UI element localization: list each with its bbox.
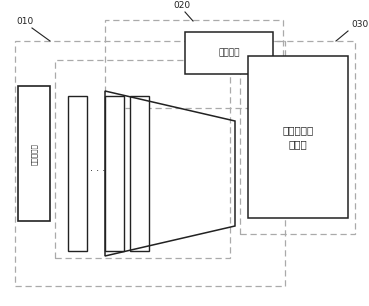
- Bar: [18, 86, 50, 221]
- Text: · · ·: · · ·: [90, 166, 106, 176]
- Text: 层叠器装置: 层叠器装置: [31, 143, 37, 165]
- Text: 010: 010: [16, 17, 34, 26]
- Bar: [15, 41, 285, 286]
- Bar: [105, 96, 124, 251]
- Text: 连接装置: 连接装置: [218, 48, 240, 58]
- Bar: [55, 60, 230, 258]
- Text: 020: 020: [173, 1, 190, 10]
- Bar: [185, 32, 273, 74]
- Bar: [130, 96, 149, 251]
- Bar: [105, 20, 283, 108]
- Bar: [240, 41, 355, 234]
- Text: 030: 030: [351, 20, 368, 29]
- Bar: [248, 56, 348, 218]
- Bar: [68, 96, 87, 251]
- Text: 信息处理控
制装置: 信息处理控 制装置: [282, 125, 314, 149]
